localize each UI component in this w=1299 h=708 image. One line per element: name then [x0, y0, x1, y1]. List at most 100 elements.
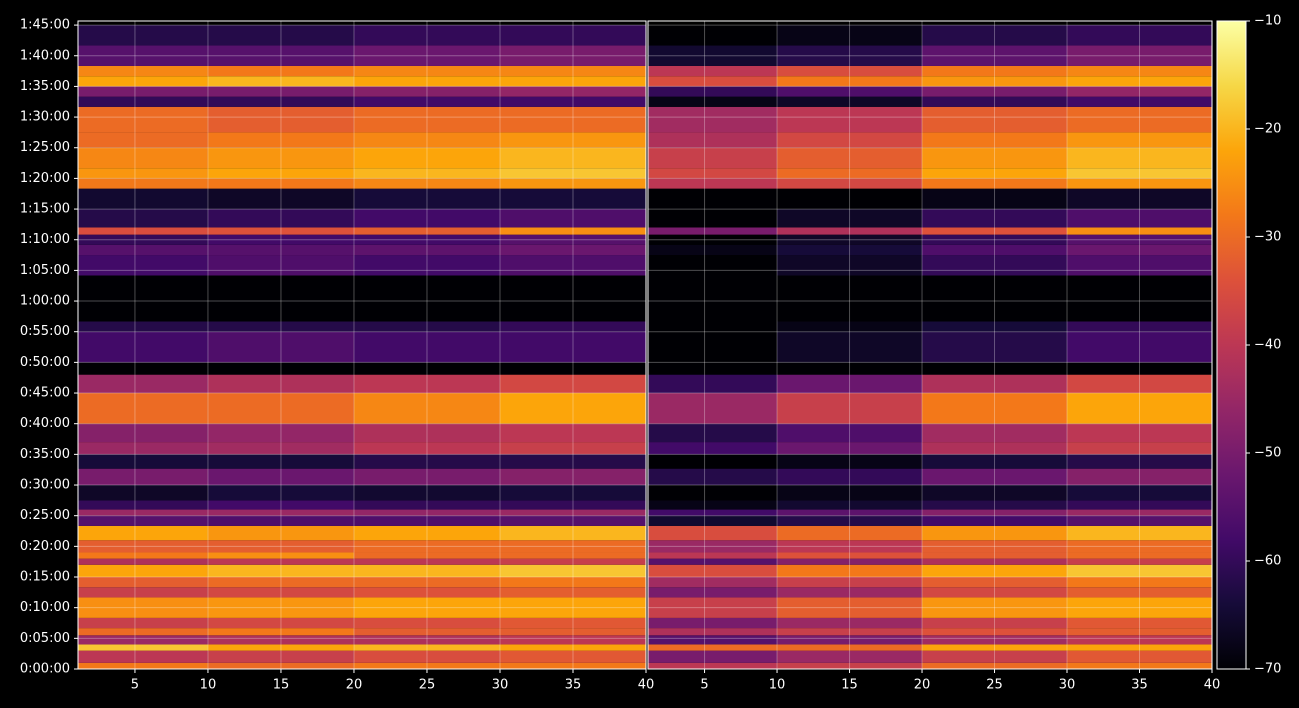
heat-cell — [207, 635, 354, 645]
heat-cell — [207, 650, 354, 663]
heat-cell — [648, 500, 778, 510]
heat-cell — [353, 227, 500, 235]
panel-frame — [647, 20, 1213, 670]
heat-cell — [777, 597, 923, 618]
heat-cell — [777, 86, 923, 97]
heat-cell — [207, 362, 354, 375]
heat-cell — [499, 255, 646, 276]
heat-cell — [78, 442, 208, 455]
heat-cell — [207, 188, 354, 210]
heat-cell — [353, 662, 500, 669]
heat-cell — [78, 331, 208, 363]
heat-cell — [648, 255, 778, 276]
heat-cell — [922, 234, 1068, 245]
heat-cell — [78, 628, 208, 636]
heat-cell — [777, 321, 923, 332]
heat-cell — [78, 132, 208, 148]
heat-cell — [353, 96, 500, 107]
x-tick-label: 10 — [769, 678, 786, 693]
heat-cell — [499, 393, 646, 424]
heat-cell — [1067, 65, 1212, 77]
heat-cell — [1067, 96, 1212, 107]
heat-cell — [922, 86, 1068, 97]
heat-cell — [922, 454, 1068, 469]
y-tick-label: 1:25:00 — [20, 140, 70, 155]
heat-cell — [777, 362, 923, 375]
heat-cell — [922, 147, 1068, 169]
heat-cell — [499, 558, 646, 565]
heat-cell — [922, 96, 1068, 107]
heat-cell — [78, 374, 208, 394]
heat-cell — [353, 321, 500, 332]
heat-cell — [78, 509, 208, 516]
heat-cell — [499, 662, 646, 669]
heat-cell — [1067, 227, 1212, 235]
heat-cell — [922, 227, 1068, 235]
heat-cell — [648, 468, 778, 486]
heat-cell — [648, 188, 778, 210]
heat-cell — [499, 106, 646, 133]
heat-cell — [353, 255, 500, 276]
heat-cell — [78, 564, 208, 578]
heat-cell — [1067, 132, 1212, 148]
heat-cell — [78, 485, 208, 501]
heat-cell — [353, 509, 500, 516]
heat-cell — [777, 558, 923, 565]
heat-cell — [78, 644, 208, 651]
x-tick-label: 20 — [914, 678, 931, 693]
heat-cell — [353, 564, 500, 578]
heat-cell — [1067, 331, 1212, 363]
heat-cell — [777, 485, 923, 501]
heat-cell — [353, 275, 500, 322]
colorbar-tick-label: −30 — [1254, 230, 1281, 245]
heat-cell — [78, 552, 208, 559]
heat-cell — [777, 227, 923, 235]
heat-cell — [499, 45, 646, 66]
x-tick-label: 5 — [131, 678, 139, 693]
heat-cell — [78, 255, 208, 276]
heat-cell — [648, 635, 778, 645]
heat-cell — [648, 178, 778, 189]
heat-cell — [922, 321, 1068, 332]
heat-cell — [777, 76, 923, 87]
heat-cell — [353, 362, 500, 375]
x-tick-label: 25 — [986, 678, 1003, 693]
heat-cell — [1067, 577, 1212, 588]
heat-cell — [777, 275, 923, 322]
heat-cell — [777, 515, 923, 526]
heat-cell — [777, 442, 923, 455]
heat-cell — [648, 617, 778, 629]
heat-cell — [1067, 106, 1212, 133]
heat-cell — [648, 564, 778, 578]
heat-cell — [648, 362, 778, 375]
heat-cell — [922, 178, 1068, 189]
heat-cell — [353, 454, 500, 469]
heat-cell — [648, 662, 778, 669]
heat-cell — [1067, 209, 1212, 228]
y-tick-label: 0:10:00 — [20, 600, 70, 615]
heat-cell — [1067, 188, 1212, 210]
heat-cell — [777, 106, 923, 133]
heat-cell — [78, 209, 208, 228]
heat-cell — [777, 147, 923, 169]
x-tick-label: 40 — [638, 678, 655, 693]
y-tick-label: 1:45:00 — [20, 18, 70, 33]
heat-cell — [78, 515, 208, 526]
heat-cell — [922, 662, 1068, 669]
heat-cell — [353, 423, 500, 443]
x-tick-label: 35 — [565, 678, 582, 693]
heat-cell — [499, 509, 646, 516]
heat-cell — [922, 509, 1068, 516]
heat-cell — [353, 597, 500, 618]
heat-cell — [922, 106, 1068, 133]
heat-cell — [353, 25, 500, 46]
heat-cell — [353, 617, 500, 629]
heat-cell — [353, 168, 500, 179]
x-tick-label: 35 — [1131, 678, 1148, 693]
heat-cell — [777, 525, 923, 541]
heat-cell — [1067, 468, 1212, 486]
heat-cell — [499, 76, 646, 87]
heat-cell — [78, 423, 208, 443]
heat-cell — [648, 147, 778, 169]
